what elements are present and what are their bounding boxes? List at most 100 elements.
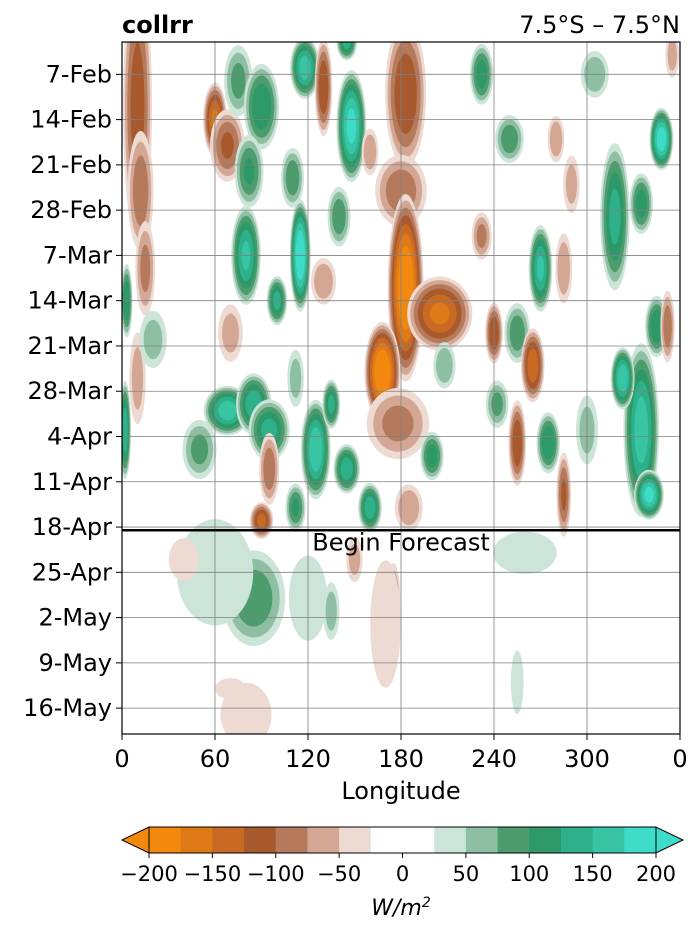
- colorbar-bin: [180, 827, 213, 853]
- contour-level: [190, 434, 209, 465]
- contour-blob: [433, 342, 456, 389]
- contour-level: [231, 62, 246, 99]
- contour-level: [430, 302, 450, 325]
- contour-blob: [610, 347, 635, 410]
- x-tick-label: 240: [471, 745, 517, 773]
- contour-blob: [310, 257, 337, 305]
- contour-blob: [135, 221, 156, 316]
- colorbar-tick-label: 0: [396, 862, 409, 886]
- contour-blob: [234, 135, 264, 208]
- contour-blob: [495, 115, 524, 163]
- y-tick-label: 11-Apr: [32, 468, 112, 496]
- contour-level: [325, 591, 337, 631]
- contour-level: [131, 346, 144, 410]
- contour-level: [644, 486, 654, 503]
- contour-level: [426, 444, 438, 468]
- y-tick-label: 4-Apr: [47, 423, 112, 451]
- contour-blob: [127, 130, 154, 251]
- contour-blob: [556, 452, 571, 537]
- y-tick-label: 7-Feb: [46, 60, 112, 88]
- contour-blob: [358, 483, 382, 533]
- x-tick-label: 0: [114, 745, 129, 773]
- contour-blob: [420, 431, 444, 481]
- contour-blob: [243, 63, 280, 150]
- contour-level: [363, 134, 377, 170]
- contour-blob: [215, 678, 246, 700]
- contour-level: [314, 263, 333, 299]
- contour-level: [541, 426, 555, 460]
- contour-level: [634, 396, 649, 464]
- contour-level: [257, 513, 266, 528]
- contour-blob: [563, 155, 580, 213]
- contour-blob: [547, 115, 565, 163]
- colorbar-bin: [212, 827, 245, 853]
- contour-blob: [485, 380, 509, 428]
- contour-blob: [336, 42, 358, 61]
- y-tick-label: 28-Feb: [30, 196, 112, 224]
- y-tick-label: 21-Feb: [30, 151, 112, 179]
- colorbar-tick-label: 100: [509, 862, 549, 886]
- contour-level: [346, 108, 357, 144]
- contour-level: [382, 405, 414, 442]
- colorbar-bin: [275, 827, 308, 853]
- colorbar-tick-label: 200: [636, 862, 676, 886]
- colorbar-bin: [307, 827, 340, 853]
- x-tick-label: 120: [285, 745, 331, 773]
- colorbar-bin: [149, 827, 182, 853]
- colorbar-label: W/m2: [371, 895, 431, 921]
- contour-level: [476, 224, 487, 248]
- contour-blob: [508, 400, 527, 486]
- contour-level: [143, 319, 163, 360]
- chart-title-left: collrr: [122, 11, 193, 39]
- colorbar-bin: [244, 827, 277, 853]
- contour-level: [327, 394, 335, 414]
- contour-blob: [510, 650, 524, 715]
- colorbar: −200 −150 −100 −50 0 50 100 150 200: [120, 826, 685, 886]
- contour-level: [370, 560, 401, 688]
- x-tick-label: 0: [672, 745, 687, 773]
- contour-level: [299, 55, 311, 80]
- contour-blob: [346, 536, 363, 583]
- y-tick-label: 16-May: [23, 694, 112, 722]
- contour-blob: [322, 379, 341, 429]
- contour-blob: [323, 582, 340, 640]
- colorbar-bin: [370, 827, 403, 853]
- contour-level: [394, 53, 417, 134]
- contour-blob: [555, 233, 573, 304]
- contour-level: [340, 457, 353, 481]
- colorbar-bin: [497, 827, 530, 853]
- x-axis: 0 60 120 180 240 300 0: [114, 734, 688, 773]
- y-tick-label: 18-Apr: [32, 513, 112, 541]
- contour-level: [549, 121, 563, 157]
- contour-level: [509, 315, 525, 351]
- contour-level: [132, 155, 149, 227]
- contour-level: [617, 364, 629, 393]
- contour-level: [510, 650, 524, 715]
- colorbar-bin: [465, 827, 499, 853]
- colorbar-tick-label: 150: [573, 862, 613, 886]
- contour-blob: [281, 147, 304, 208]
- contour-blob: [407, 276, 473, 351]
- y-tick-label: 14-Feb: [30, 106, 112, 134]
- contour-blob: [536, 412, 560, 474]
- contour-blob: [168, 538, 200, 581]
- contour-level: [491, 392, 503, 417]
- y-tick-label: 28-Mar: [28, 377, 113, 405]
- contour-level: [318, 60, 329, 114]
- contour-level: [377, 359, 387, 385]
- contour-blob: [366, 388, 430, 460]
- colorbar-tick-label: −100: [247, 862, 305, 886]
- contour-level: [243, 157, 255, 185]
- contour-level: [401, 263, 411, 312]
- contour-level: [565, 164, 578, 204]
- contour-level: [285, 160, 300, 196]
- colorbar-bin: [339, 827, 372, 853]
- contour-level: [215, 678, 246, 700]
- contour-blob: [336, 70, 367, 183]
- y-tick-label: 21-Mar: [28, 332, 113, 360]
- contour-blob: [361, 128, 379, 176]
- x-tick-label: 60: [200, 745, 231, 773]
- contour-level: [122, 407, 128, 453]
- contour-level: [220, 132, 234, 159]
